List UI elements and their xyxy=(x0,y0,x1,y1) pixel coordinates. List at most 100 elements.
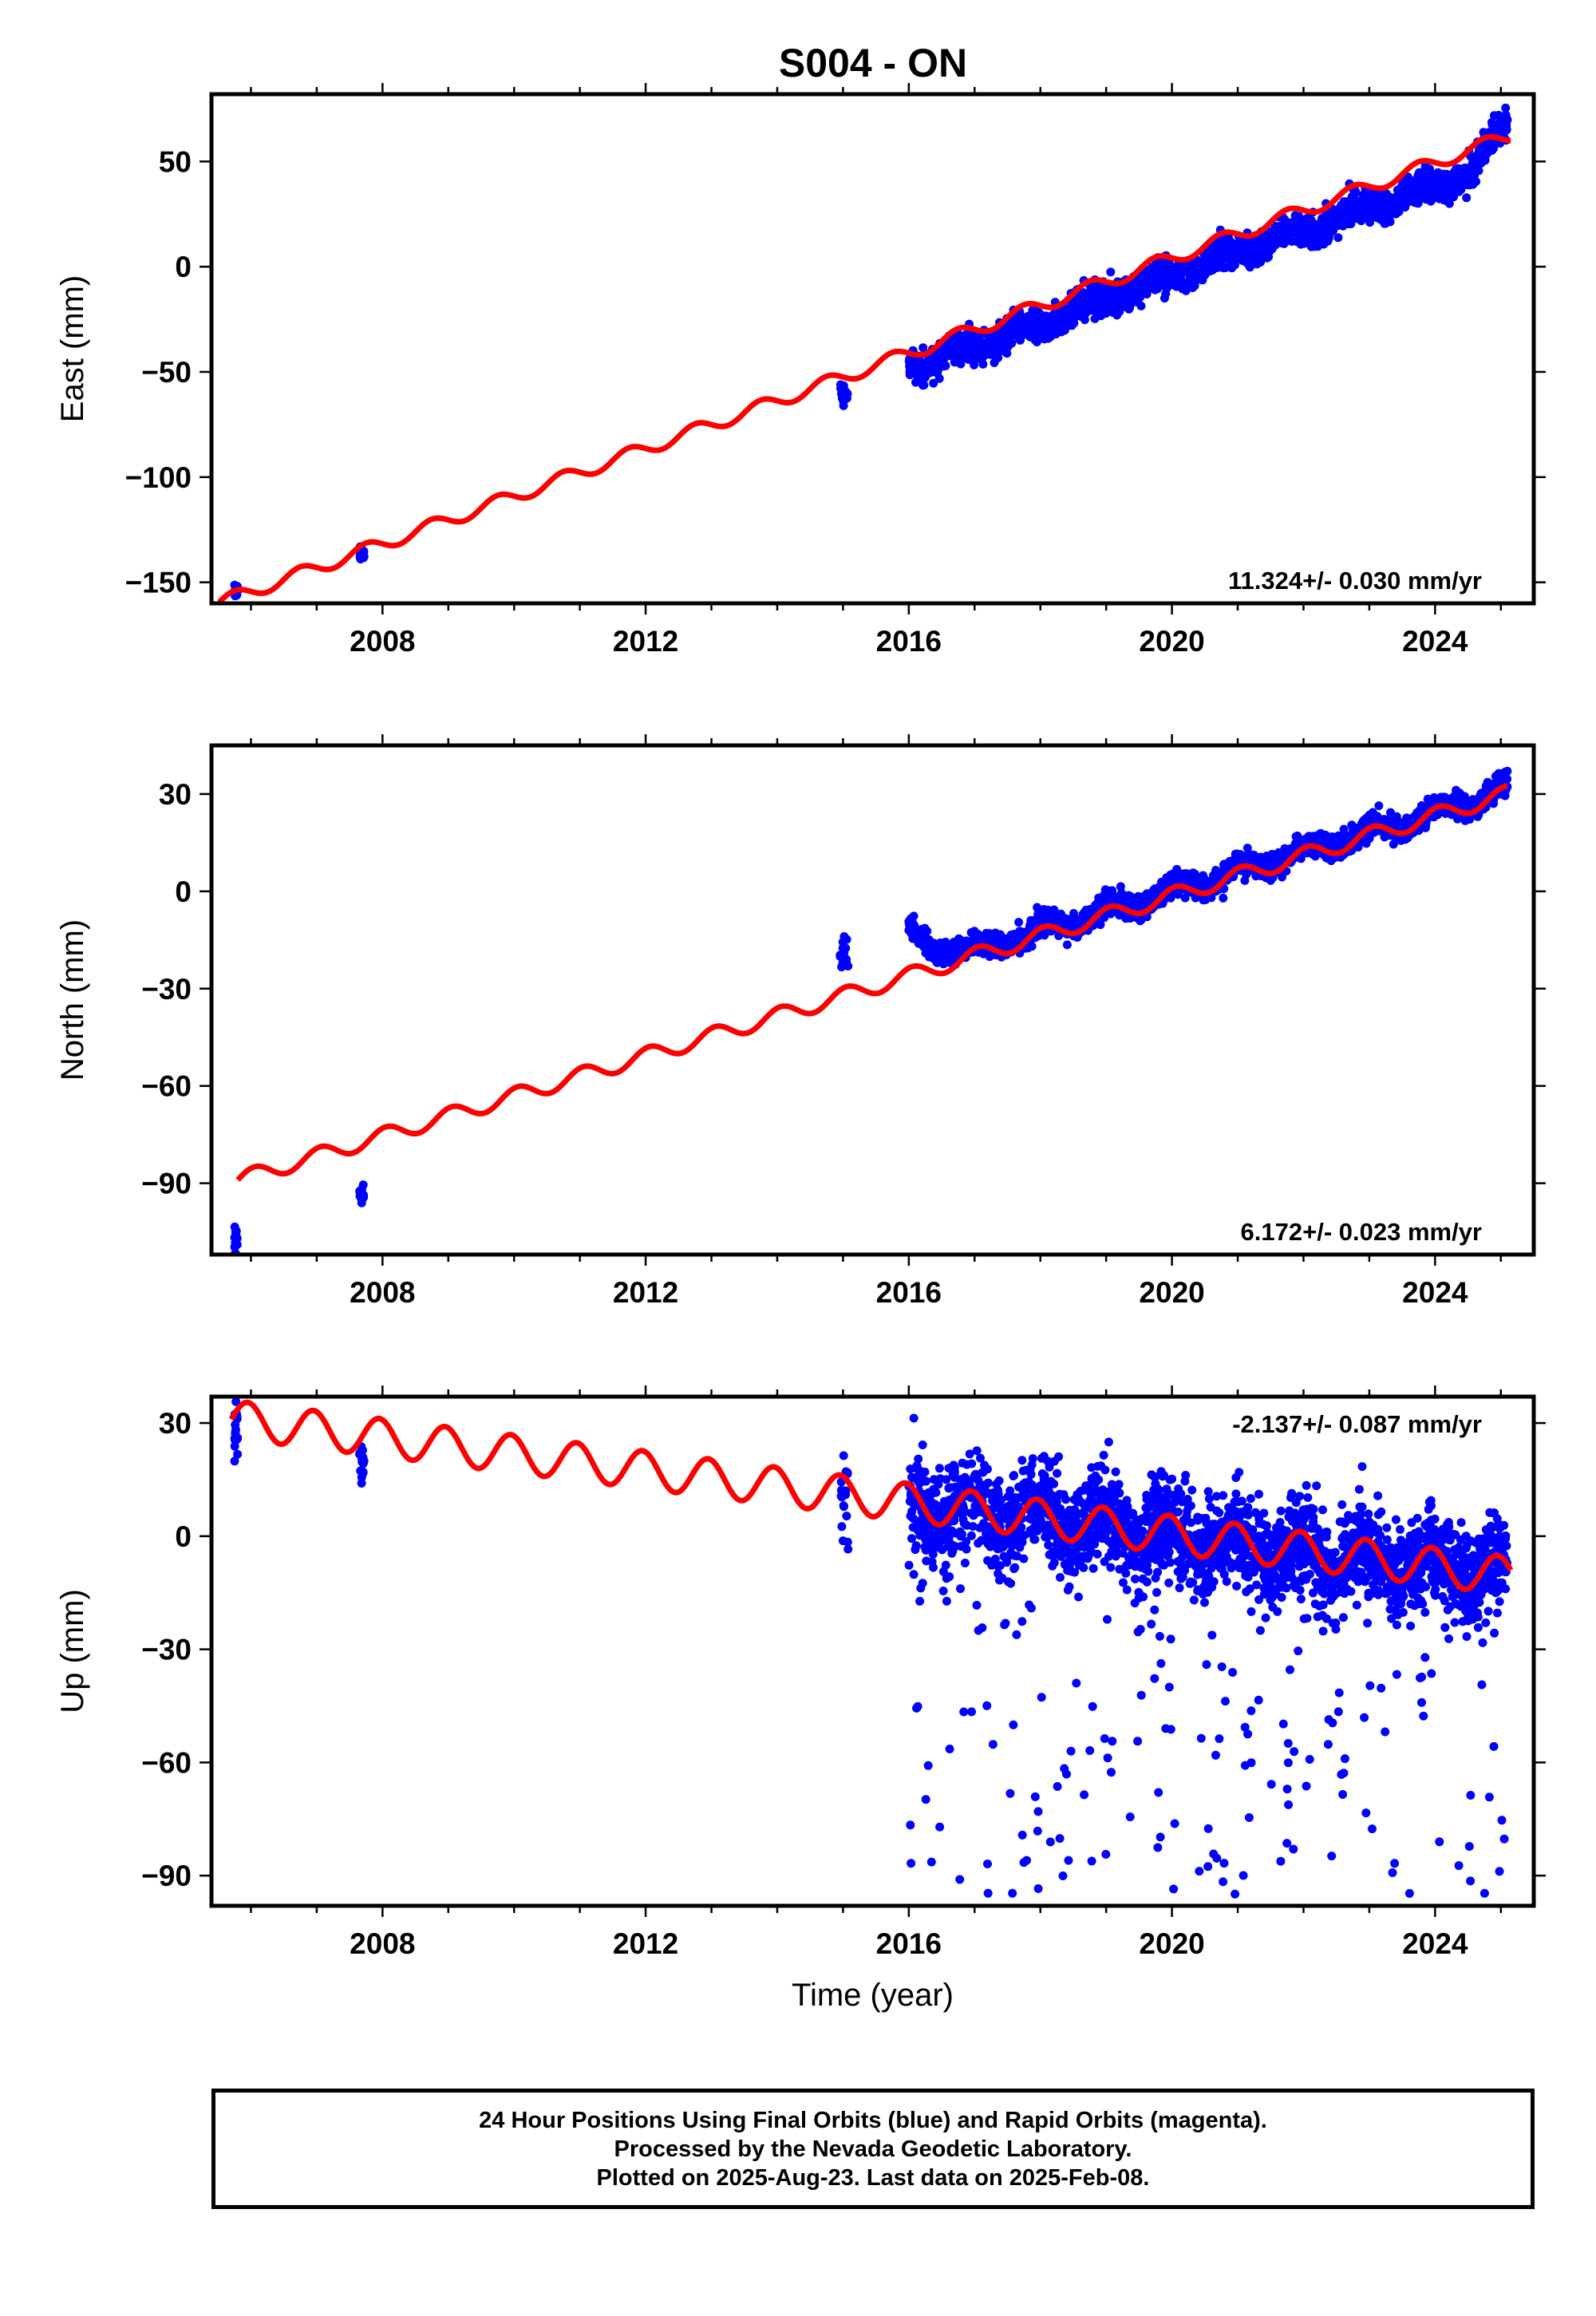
east-data-point xyxy=(1020,324,1029,334)
east-data-point xyxy=(1249,254,1258,263)
east-data-point xyxy=(1425,184,1435,194)
north-y-tick-label: −90 xyxy=(141,1168,192,1200)
north-data-point xyxy=(970,927,979,936)
north-data-point xyxy=(1465,815,1475,824)
east-data-point xyxy=(970,360,979,370)
east-data-point xyxy=(1415,168,1424,177)
north-y-tick-label: 30 xyxy=(159,778,192,811)
east-data-point xyxy=(928,354,938,363)
north-x-tick-label: 2020 xyxy=(1139,1276,1204,1309)
north-data-point xyxy=(1136,916,1145,926)
up-cluster-point xyxy=(231,1429,240,1439)
north-ylabel: North (mm) xyxy=(55,919,90,1081)
east-data-point xyxy=(1042,314,1052,323)
east-data-point xyxy=(1350,188,1360,198)
east-data-point xyxy=(1103,290,1112,299)
east-data-point xyxy=(1262,253,1272,263)
east-axes-frame xyxy=(209,92,1536,606)
east-data-point xyxy=(1080,289,1090,298)
east-data-point xyxy=(1443,177,1452,186)
up-data-point xyxy=(1012,1630,1021,1639)
north-axes-frame xyxy=(209,743,1536,1257)
north-data-point xyxy=(1180,893,1190,903)
north-data-point xyxy=(1460,792,1469,801)
east-data-point xyxy=(1501,110,1511,120)
east-data-point xyxy=(1345,215,1354,224)
east-data-point xyxy=(966,335,975,345)
east-data-point xyxy=(1290,228,1299,238)
north-x-tick-label: 2012 xyxy=(613,1276,678,1309)
east-data-point xyxy=(1323,236,1333,246)
north-data-point xyxy=(1339,824,1349,834)
east-data-point xyxy=(982,340,992,350)
east-y-tick-label: 50 xyxy=(159,145,192,178)
north-rate-annotation: 6.172+/- 0.023 mm/yr xyxy=(1241,1218,1482,1246)
north-y-tick-label: −60 xyxy=(141,1070,192,1103)
north-data-point xyxy=(1420,823,1430,832)
east-data-point xyxy=(952,350,962,359)
east-data-point xyxy=(1235,243,1244,253)
east-data-point xyxy=(1080,298,1090,306)
east-data-point xyxy=(954,343,963,352)
north-data-point xyxy=(1199,871,1208,880)
up-data-point xyxy=(1017,1830,1027,1840)
east-data-point xyxy=(1468,160,1478,169)
east-data-point xyxy=(1074,296,1084,306)
east-data-point xyxy=(1288,219,1298,228)
east-data-point xyxy=(1158,272,1167,282)
north-data-point xyxy=(1389,840,1398,849)
east-data-point xyxy=(1130,287,1140,297)
north-y-tick-label: 0 xyxy=(175,875,192,908)
north-data-point xyxy=(1159,879,1168,888)
east-data-point xyxy=(1310,242,1319,251)
east-ylabel: East (mm) xyxy=(55,275,90,422)
east-data-point xyxy=(1359,191,1369,200)
east-y-tick-label: 0 xyxy=(175,251,192,283)
east-data-point xyxy=(929,378,938,388)
up-cluster-point xyxy=(837,1522,847,1531)
north-data-point xyxy=(1283,846,1293,856)
east-data-point xyxy=(1316,218,1325,227)
east-data-point xyxy=(1219,263,1228,273)
east-data-point xyxy=(1146,265,1156,275)
east-data-point xyxy=(973,350,982,358)
east-data-point xyxy=(1159,294,1169,303)
north-cluster-point xyxy=(357,1192,366,1202)
east-data-point xyxy=(1015,315,1025,325)
north-cluster-point xyxy=(231,1227,240,1236)
east-model-curve xyxy=(215,134,1513,603)
up-observations xyxy=(230,1397,1511,1899)
east-data-point xyxy=(973,337,982,346)
up-data-point xyxy=(926,1857,936,1867)
east-data-point xyxy=(1501,103,1511,113)
east-data-point xyxy=(1456,183,1465,192)
north-data-point xyxy=(1274,848,1283,857)
north-observations xyxy=(230,766,1512,1255)
north-data-point xyxy=(926,949,936,958)
up-data-point xyxy=(1008,1888,1017,1898)
east-data-point xyxy=(1032,338,1041,346)
north-y-tick-label: −30 xyxy=(141,973,192,1006)
east-data-point xyxy=(1358,208,1368,218)
east-data-point xyxy=(1016,335,1025,345)
east-data-point xyxy=(1448,186,1457,196)
north-data-point xyxy=(1449,792,1459,801)
east-data-point xyxy=(1372,202,1381,211)
east-data-point xyxy=(1005,328,1015,338)
north-data-point xyxy=(1188,868,1198,878)
north-data-point xyxy=(1266,875,1275,885)
north-data-point xyxy=(1503,766,1512,776)
east-data-point xyxy=(1304,212,1314,222)
up-data-point xyxy=(1456,1518,1466,1528)
east-data-point xyxy=(1470,171,1479,180)
up-cluster-point xyxy=(839,1451,848,1460)
east-data-point xyxy=(1395,189,1404,199)
east-data-point xyxy=(936,356,946,366)
east-data-point xyxy=(1224,247,1234,257)
north-data-point xyxy=(1104,886,1113,895)
east-data-point xyxy=(1158,256,1167,266)
east-data-point xyxy=(934,373,944,383)
up-cluster-point xyxy=(839,1501,848,1511)
east-data-point xyxy=(1081,304,1091,314)
east-data-point xyxy=(1195,259,1204,268)
